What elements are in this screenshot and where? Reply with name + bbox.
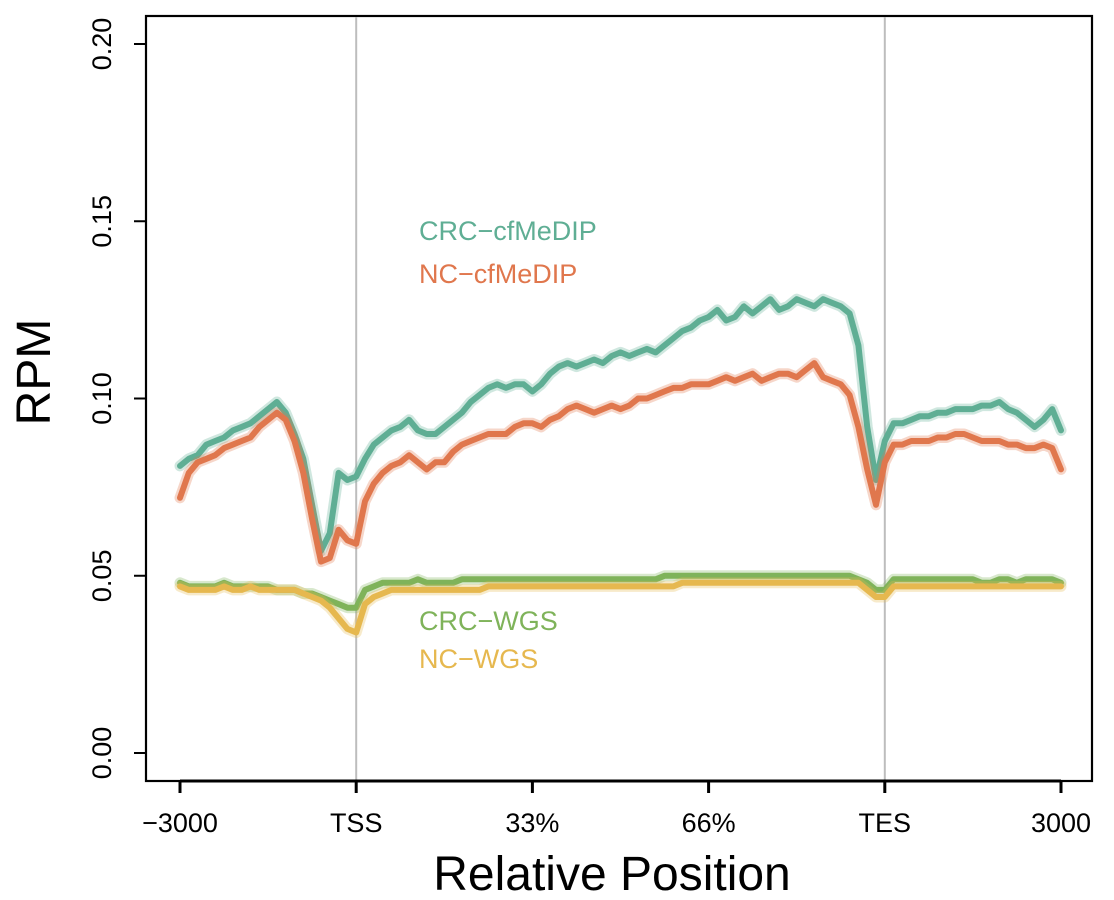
y-tick-label: 0.05: [87, 550, 117, 603]
plot-frame: [144, 14, 1094, 783]
x-tick-label: TES: [859, 808, 912, 838]
series-line-nc-cfmedip: [177, 360, 1064, 565]
series-label-crc-wgs: CRC−WGS: [419, 606, 558, 636]
y-axis-title: RPM: [8, 319, 61, 426]
x-axis-title: Relative Position: [433, 848, 791, 900]
series-label-nc-cfmedip: NC−cfMeDIP: [419, 259, 577, 289]
x-tick-label: 3000: [1031, 808, 1091, 838]
series-line-nc-wgs: [177, 579, 1064, 636]
y-tick-label: 0.20: [87, 18, 117, 71]
y-axis: 0.00 0.05 0.10 0.15 0.20: [87, 18, 147, 780]
series-layer: [174, 293, 1067, 638]
reference-lines: [355, 17, 886, 780]
x-tick-label: 66%: [682, 808, 736, 838]
series-label-nc-wgs: NC−WGS: [419, 644, 538, 674]
y-tick-label: 0.10: [87, 372, 117, 425]
x-tick-label: −3000: [142, 808, 218, 838]
x-axis: −3000 TSS 33% 66% TES 3000: [142, 779, 1091, 838]
series-line-crc-cfmedip: [177, 296, 1064, 554]
series-label-crc-cfmedip: CRC−cfMeDIP: [419, 216, 597, 246]
y-tick-label: 0.15: [87, 195, 117, 248]
series-line-crc-wgs: [177, 572, 1064, 611]
x-tick-label: TSS: [330, 808, 383, 838]
x-tick-label: 33%: [505, 808, 559, 838]
y-tick-label: 0.00: [87, 727, 117, 780]
